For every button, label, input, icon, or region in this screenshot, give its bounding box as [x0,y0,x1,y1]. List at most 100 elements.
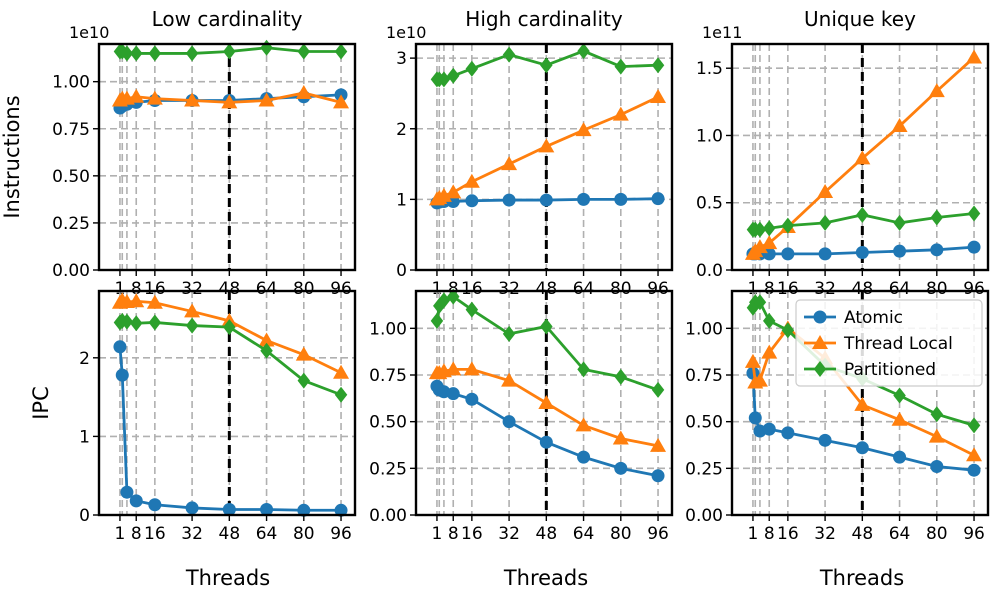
y-axis-label: IPC [29,386,53,420]
x-tick-label: 80 [610,279,632,299]
y-tick-label: 0.75 [52,120,90,140]
data-point [928,428,945,443]
x-tick-label: 16 [144,524,166,544]
series-thread-local [111,292,350,379]
data-point [781,217,795,234]
x-tick-label: 1 [115,279,126,299]
data-point [761,344,778,359]
data-point [437,292,451,309]
y-tick-label: 2 [396,120,407,140]
data-point [148,498,162,512]
data-point [120,313,134,330]
x-tick-label: 80 [926,279,948,299]
x-tick-label: 64 [256,279,278,299]
data-point [502,46,516,63]
data-point [295,346,312,361]
data-point [333,364,350,379]
data-point [463,173,480,188]
y-tick-label: 0.50 [369,413,407,433]
data-point [540,318,553,335]
series-thread-local [111,84,350,109]
data-point [115,368,129,382]
data-point [893,450,907,464]
x-tick-label: 80 [293,524,315,544]
series-thread-local [428,361,667,452]
y-tick-label: 0.00 [369,506,407,526]
plot-frame [97,289,357,517]
y-tick-label: 1 [396,190,407,210]
data-point [502,193,516,207]
data-point [538,138,555,153]
data-point [651,469,665,483]
series-partitioned [746,205,981,238]
x-tick-label: 96 [963,279,985,299]
data-point [465,60,479,77]
data-point [575,417,592,432]
x-tick-label: 32 [814,279,836,299]
data-point [744,353,761,368]
data-point [334,503,348,517]
y-tick-label: 0 [396,261,407,281]
data-point [501,156,518,171]
series-partitioned [113,312,348,403]
data-point [930,459,944,473]
data-point [891,118,908,133]
data-point [893,387,906,404]
data-point [260,39,273,56]
x-tick-label: 8 [448,524,459,544]
data-point [538,395,555,409]
data-point [614,58,628,75]
legend-label: Atomic [844,308,903,328]
data-point [748,411,762,425]
data-point [577,192,591,206]
data-point [465,392,479,406]
series-thread-local [428,88,667,206]
legend-entry-thread-local: Thread Local [804,334,953,354]
data-point [260,502,274,516]
panel-1: 0.00 0.25 0.50 0.75 1.00 1 8 16 32 48 64 80 96 Low ca… [0,7,357,299]
data-point [113,340,127,354]
data-point [502,415,516,429]
y-tick-label: 0 [79,506,90,526]
data-point [185,45,199,62]
data-point [966,49,983,64]
data-point [465,301,479,318]
x-tick-label: 96 [330,279,352,299]
y-tick-label: 0.75 [685,366,723,386]
data-point [930,406,944,423]
data-point [761,235,778,250]
x-tick-label: 64 [573,524,595,544]
data-point [501,372,518,387]
series-atomic [746,366,981,477]
plot-frame [97,42,357,272]
y-tick-label: 1.00 [685,319,723,339]
data-point [818,214,832,231]
x-tick-label: 48 [536,524,558,544]
data-point [297,43,311,60]
data-point [612,430,629,445]
data-point [650,88,667,103]
data-point [967,417,981,434]
data-point [855,441,869,455]
data-point [184,303,201,318]
data-point [577,361,590,378]
data-point [893,244,907,258]
legend: Atomic Thread Local Partitioned [795,299,983,387]
x-tick-label: 48 [219,279,241,299]
data-point [651,192,665,206]
data-point [446,67,460,84]
x-tick-label: 32 [498,279,520,299]
data-point [781,426,795,440]
data-point [577,450,591,464]
data-point [966,447,983,462]
data-point [651,381,665,398]
data-point [430,312,444,329]
x-tick-label: 32 [181,279,203,299]
y-tick-label: 2 [79,349,90,369]
data-point [612,106,629,121]
data-point [891,411,908,426]
x-tick-label: 80 [610,524,632,544]
data-point [148,314,162,331]
